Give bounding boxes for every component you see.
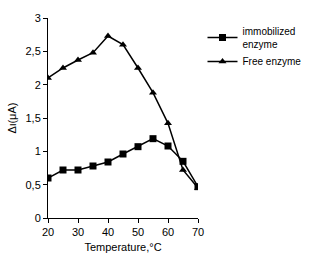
- svg-text:0: 0: [35, 212, 41, 224]
- svg-text:60: 60: [162, 226, 174, 238]
- svg-text:0,5: 0,5: [26, 179, 41, 191]
- svg-text:1,5: 1,5: [26, 112, 41, 124]
- svg-text:20: 20: [42, 226, 54, 238]
- svg-text:70: 70: [192, 226, 204, 238]
- svg-text:Δι(μA): Δι(μA): [6, 103, 18, 134]
- svg-text:2,5: 2,5: [26, 45, 41, 57]
- svg-text:30: 30: [72, 226, 84, 238]
- svg-text:immobilizedenzyme: immobilizedenzyme: [243, 26, 296, 50]
- svg-text:2: 2: [35, 79, 41, 91]
- svg-text:40: 40: [102, 226, 114, 238]
- svg-text:Free enzyme: Free enzyme: [243, 56, 302, 67]
- svg-text:50: 50: [132, 226, 144, 238]
- svg-text:3: 3: [35, 12, 41, 24]
- svg-text:1: 1: [35, 145, 41, 157]
- svg-text:Temperature,°C: Temperature,°C: [84, 241, 161, 253]
